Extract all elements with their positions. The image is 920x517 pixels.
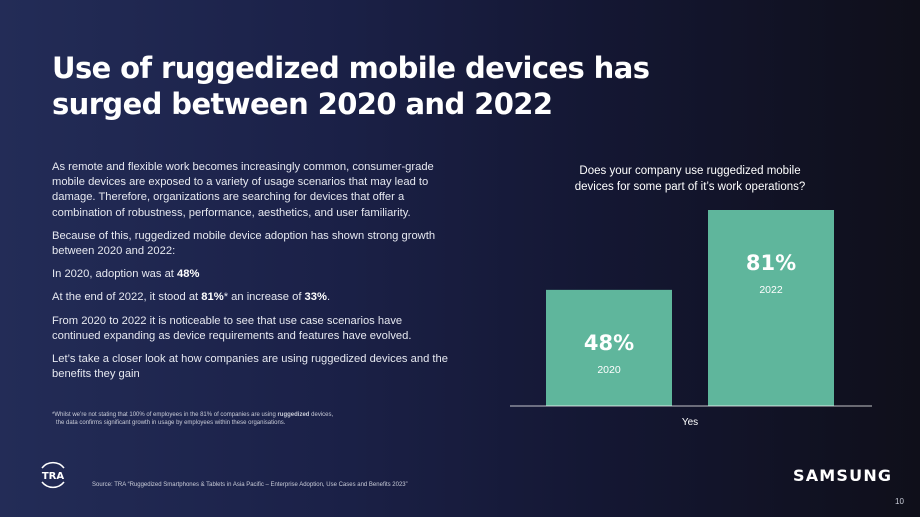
footnote-line-1-suffix: devices, — [309, 412, 334, 418]
bar-value-label-2022: 81% — [746, 251, 796, 275]
p4-increase: 33% — [304, 291, 327, 304]
chart-title-line-2: devices for some part of it’s work opera… — [575, 181, 806, 193]
p4-middle: * an increase of — [223, 291, 305, 304]
paragraph-growth: Because of this, ruggedized mobile devic… — [52, 229, 436, 258]
tra-logo: TRA — [36, 458, 70, 492]
slide-title: Use of ruggedized mobile devices has sur… — [52, 50, 732, 122]
paragraph-closer-look: Let’s take a closer look at how companie… — [52, 353, 448, 381]
footnote-line-2: the data confirms significant growth in … — [56, 420, 286, 426]
p3-value: 48% — [177, 268, 200, 281]
p3-prefix: In 2020, adoption was at — [52, 268, 178, 281]
bar-2020 — [546, 289, 672, 406]
bar-category-label-2022: 2022 — [759, 284, 783, 296]
body-text: As remote and flexible work becomes incr… — [52, 160, 452, 390]
footnote-line-1: *Whilst we’re not stating that 100% of e… — [52, 411, 452, 419]
footnote-line-1-bold: ruggedized — [277, 412, 310, 418]
samsung-logo: SAMSUNG — [793, 466, 893, 485]
tra-logo-icon: TRA — [41, 461, 65, 489]
chart-title-line-1: Does your company use ruggedized mobile — [579, 165, 800, 177]
p4-prefix: At the end of 2022, it stood at — [52, 291, 202, 304]
footnote: *Whilst we’re not stating that 100% of e… — [52, 411, 452, 427]
slide-title-line-1: Use of ruggedized mobile devices has — [52, 51, 650, 85]
bar-category-label-2020: 2020 — [597, 364, 621, 376]
source-citation: Source: TRA “Ruggedized Smartphones & Ta… — [92, 482, 408, 488]
bar-group: 48% 2020 81% 2022 — [546, 210, 834, 406]
page-number: 10 — [895, 497, 904, 506]
slide-title-line-2: surged between 2020 and 2022 — [52, 87, 553, 121]
paragraph-2020: In 2020, adoption was at 48% — [52, 267, 452, 282]
footnote-line-1-prefix: *Whilst we’re not stating that 100% of e… — [52, 412, 278, 418]
bar-value-label-2020: 48% — [584, 331, 634, 355]
p4-value: 81% — [201, 291, 224, 304]
paragraph-use-cases: From 2020 to 2022 it is noticeable to se… — [52, 314, 412, 342]
x-axis-label: Yes — [682, 417, 698, 428]
p4-suffix: . — [326, 291, 331, 304]
bar-2022 — [708, 210, 834, 406]
paragraph-2022: At the end of 2022, it stood at 81%* an … — [52, 290, 452, 305]
tra-logo-text: TRA — [42, 471, 65, 482]
paragraph-intro: As remote and flexible work becomes incr… — [52, 161, 434, 219]
